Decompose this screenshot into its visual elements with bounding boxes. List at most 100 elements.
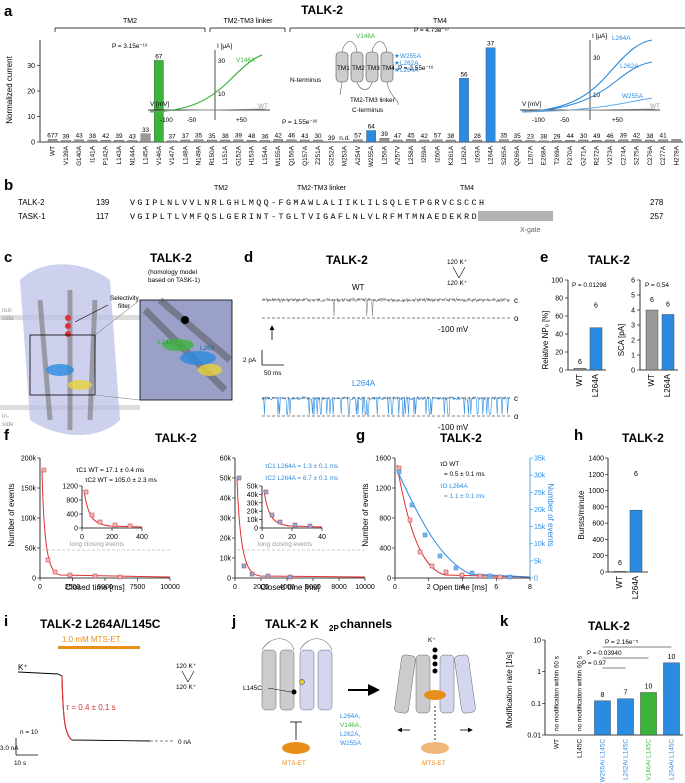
count-L264A: 37 bbox=[487, 41, 495, 48]
xlabel-G140A: G140A bbox=[76, 145, 83, 166]
count-K261A: 38 bbox=[447, 133, 455, 140]
bar-N149A bbox=[193, 139, 204, 143]
panel-b: b TM2 TM2-TM3 linker TM4 TALK-2 139 VGIP… bbox=[4, 177, 664, 234]
group-tm2: TM2 bbox=[123, 18, 137, 25]
panel-g: g TALK-2 Number of events Number of even… bbox=[356, 427, 555, 592]
f-left-fit bbox=[41, 469, 171, 578]
c-l262: L262 bbox=[200, 345, 215, 352]
bar-L151A bbox=[220, 139, 230, 143]
panel-g-title: TALK-2 bbox=[440, 431, 482, 445]
inset-g-xtick-1: -100 bbox=[160, 117, 173, 124]
i-zero: 0 nA bbox=[178, 739, 192, 746]
inset-b-w255a: W255A bbox=[622, 93, 644, 100]
inset-b-xtick-2: -50 bbox=[560, 117, 570, 124]
xlabel-I259A: I259A bbox=[421, 145, 428, 162]
g-xtick: 4 bbox=[461, 584, 465, 591]
f-linset-xtick: 0 bbox=[80, 534, 84, 541]
topo-w255: W255A bbox=[400, 53, 422, 60]
bar-G140A bbox=[74, 139, 84, 143]
j-channel-closed: L145C MTS-ET bbox=[243, 638, 333, 767]
g-tau-m1: τO L264A bbox=[440, 483, 468, 490]
inset-b-xtick-1: -100 bbox=[532, 117, 545, 124]
count-I141A: 38 bbox=[89, 133, 97, 140]
panel-a-counts: 677 39 43 38 42 39 43 33 67 37 37 35 35 38 39 48 36 42 46 4… bbox=[47, 41, 667, 142]
h-chart: 0 200 400 600 800 1000 1200 1400 6 WT 6 L264A bbox=[588, 456, 648, 599]
seq-xgate: X-gate bbox=[520, 227, 541, 234]
count-Q157A: 43 bbox=[301, 133, 309, 140]
xlabel-V139A: V139A bbox=[63, 145, 70, 165]
panel-h-title: TALK-2 bbox=[622, 431, 664, 445]
xlabel-L262A: L262A bbox=[461, 145, 468, 164]
g-ylabel: Number of events bbox=[361, 483, 370, 546]
f-rinset-point bbox=[269, 512, 275, 518]
d-k2: 120 K⁺ bbox=[447, 280, 467, 287]
xlabel-L264A: L264A bbox=[488, 145, 495, 164]
count-Q266A: 35 bbox=[514, 133, 522, 140]
bar-A254V bbox=[353, 139, 363, 143]
xlabel-Q156A: Q156A bbox=[289, 145, 296, 166]
k-n: 10 bbox=[668, 654, 676, 661]
bar-L264A bbox=[485, 47, 496, 143]
bar-I263A bbox=[472, 139, 483, 143]
count-G252A: 39 bbox=[328, 135, 336, 142]
d-wt: WT bbox=[352, 283, 365, 292]
f-rinset-xtick: 0 bbox=[260, 534, 264, 541]
k-p1: P = 0.97 bbox=[582, 660, 606, 667]
f-rinset-point bbox=[307, 523, 313, 529]
f-linset-point bbox=[89, 512, 95, 518]
f-rinset-fit bbox=[263, 489, 323, 528]
i-scale-y: 3.0 nA bbox=[0, 745, 19, 752]
f-rinset-ytick: 10k bbox=[247, 517, 259, 524]
g-point-mut bbox=[507, 574, 513, 580]
xlabel-L145A: L145A bbox=[143, 145, 150, 164]
xlabel-G152A: G152A bbox=[235, 145, 242, 166]
c-filter2: filter bbox=[118, 303, 131, 310]
count-N149A: 35 bbox=[195, 133, 203, 140]
g-ytick2: 25k bbox=[534, 490, 546, 497]
bar-P270A bbox=[565, 140, 575, 143]
bar-L258A bbox=[406, 139, 416, 143]
i-k: K⁺ bbox=[18, 663, 28, 672]
count-S265A: 35 bbox=[500, 133, 508, 140]
seq-row1-start: 139 bbox=[96, 198, 110, 207]
f-linset-point bbox=[97, 519, 103, 525]
f-rinset-ytick: 20k bbox=[247, 509, 259, 516]
f-left-ytick: 100k bbox=[21, 516, 37, 523]
panel-label-e: e bbox=[540, 249, 548, 266]
bar-W255A bbox=[366, 130, 376, 143]
g-point-wt bbox=[443, 569, 449, 575]
count-E268A: 38 bbox=[540, 134, 548, 141]
k-ytick: 0.01 bbox=[527, 733, 541, 740]
topo-l264: L264A bbox=[400, 67, 419, 74]
inset-g-ytick-1: 30 bbox=[218, 58, 226, 65]
seq-row1-end: 278 bbox=[650, 198, 664, 207]
xlabel-H153A: H153A bbox=[249, 145, 256, 165]
panel-c: c TALK-2 (homology model based on TASK-1… bbox=[0, 249, 233, 435]
bar-WT bbox=[47, 139, 58, 143]
panel-d-title: TALK-2 bbox=[326, 253, 368, 267]
panel-a-ylabel: Normalized current bbox=[5, 55, 14, 123]
f-long-left: long closing events bbox=[70, 541, 124, 548]
f-right-point bbox=[236, 475, 242, 481]
xlabel-P142A: P142A bbox=[103, 145, 110, 165]
panel-label-i: i bbox=[4, 613, 8, 630]
f-right-ytick: 0 bbox=[227, 576, 231, 583]
c-in: in- bbox=[2, 413, 9, 420]
e2-tick: 6 bbox=[631, 278, 635, 285]
count-G271A: 30 bbox=[580, 133, 588, 140]
j-l145c: L145C bbox=[243, 685, 262, 692]
panel-label-j: j bbox=[231, 613, 236, 630]
topo-star-1: ★ bbox=[394, 53, 400, 60]
k-cat: L262A/ L145C bbox=[623, 739, 630, 780]
bar-S265A bbox=[499, 139, 509, 143]
f-right-ytick: 30k bbox=[220, 516, 232, 523]
f-tau-m1: τC1 L264A = 1.3 ± 0.1 ms bbox=[265, 463, 338, 470]
f-left-point bbox=[117, 574, 123, 580]
xlabel-S265A: S265A bbox=[501, 145, 508, 165]
bar-I259A bbox=[419, 139, 430, 143]
f-rinset-ytick: 50k bbox=[247, 484, 259, 491]
g-ytick: 0 bbox=[387, 576, 391, 583]
iv-inset-tm4: I [μA] V [mV] -100 -50 +50 30 10 L264A L… bbox=[520, 33, 660, 124]
f-rinset-xtick: 20 bbox=[288, 534, 296, 541]
bar-H153A bbox=[246, 140, 257, 143]
